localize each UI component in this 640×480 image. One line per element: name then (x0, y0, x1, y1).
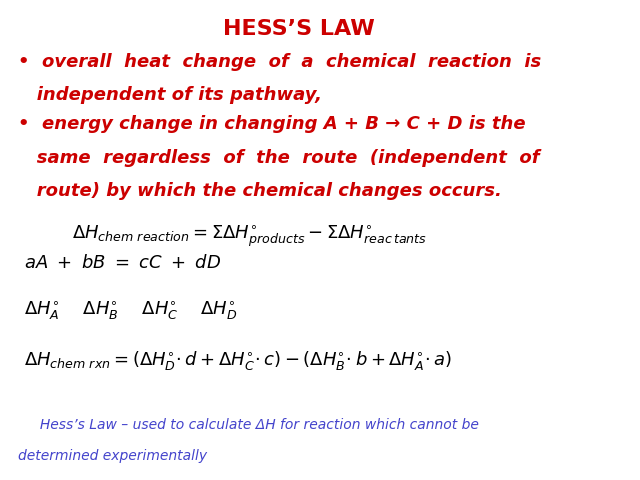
Text: $\Delta H^{\circ}_{A}\ \ \ \ \Delta H^{\circ}_{B}\ \ \ \ \Delta H^{\circ}_{C}\ \: $\Delta H^{\circ}_{A}\ \ \ \ \Delta H^{\… (24, 300, 237, 322)
Text: •  overall  heat  change  of  a  chemical  reaction  is: • overall heat change of a chemical reac… (18, 53, 541, 71)
Text: •  energy change in changing A + B → C + D is the: • energy change in changing A + B → C + … (18, 115, 525, 133)
Text: route) by which the chemical changes occurs.: route) by which the chemical changes occ… (18, 182, 502, 201)
Text: determined experimentally: determined experimentally (18, 449, 207, 463)
Text: independent of its pathway,: independent of its pathway, (18, 86, 322, 105)
Text: HESS’S LAW: HESS’S LAW (223, 19, 375, 39)
Text: $\Delta H_{chem\ reaction} = \Sigma\Delta H^{\circ}_{products} - \Sigma\Delta H^: $\Delta H_{chem\ reaction} = \Sigma\Delt… (72, 223, 427, 249)
Text: same  regardless  of  the  route  (independent  of: same regardless of the route (independen… (18, 149, 540, 167)
Text: $aA\ +\ bB\ =\ cC\ +\ dD$: $aA\ +\ bB\ =\ cC\ +\ dD$ (24, 254, 221, 273)
Text: Hess’s Law – used to calculate ΔH for reaction which cannot be: Hess’s Law – used to calculate ΔH for re… (18, 418, 479, 432)
Text: $\Delta H_{chem\ rxn} = (\Delta H^{\circ}_{D}\!\cdot d + \Delta H^{\circ}_{C}\!\: $\Delta H_{chem\ rxn} = (\Delta H^{\circ… (24, 350, 452, 373)
